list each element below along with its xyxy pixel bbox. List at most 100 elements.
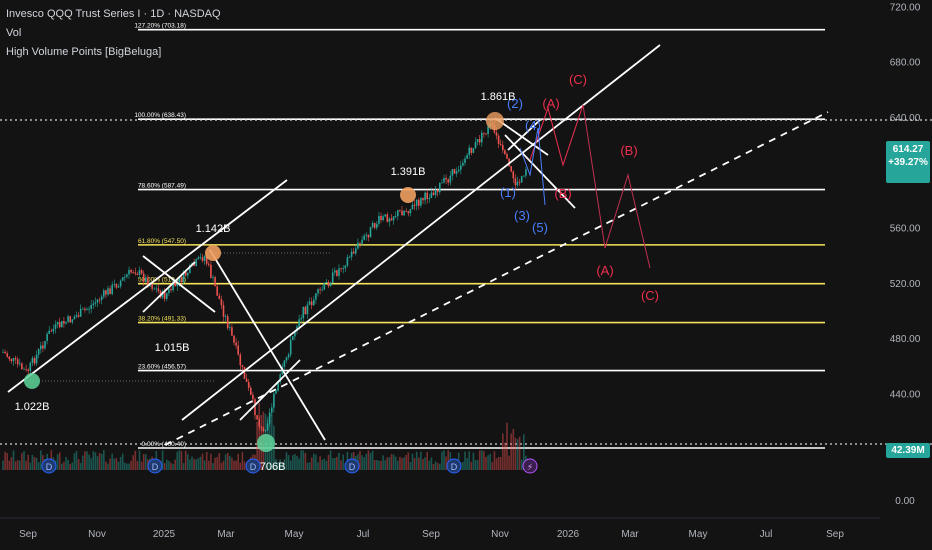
volume-bar (187, 454, 189, 470)
candle-body (113, 284, 116, 285)
candle-body (378, 215, 380, 224)
volume-bar (411, 453, 414, 470)
candle-body (428, 198, 431, 199)
candle-body (61, 321, 63, 328)
wave-label-red: (C) (569, 72, 587, 87)
volume-bar (189, 459, 191, 470)
price-tick-label: 0.00 (895, 496, 915, 507)
volume-bar (119, 456, 122, 470)
candle-body (241, 365, 244, 367)
candle-body (371, 223, 374, 228)
time-tick-label: May (285, 529, 304, 540)
candle-body (340, 268, 342, 270)
dividend-icon-letter: D (451, 462, 458, 472)
volume-bar (16, 460, 19, 470)
volume-bar (510, 433, 512, 470)
candle-body (462, 162, 464, 166)
candle-body (485, 133, 487, 135)
candle-body (111, 284, 113, 295)
candle-body (344, 265, 347, 269)
fib-level-label: 61.80% (547.50) (138, 238, 186, 245)
volume-bar (58, 452, 61, 470)
candle-body (502, 144, 504, 151)
candle-body (418, 199, 420, 206)
candle-body (8, 356, 11, 360)
volume-bar (310, 457, 313, 470)
candle-body (258, 419, 260, 427)
candle-body (84, 308, 86, 311)
candle-body (88, 308, 90, 310)
volume-bar (82, 455, 84, 470)
candle-body (121, 277, 124, 281)
volume-bar (432, 463, 435, 470)
volume-bar (214, 457, 216, 470)
candle-body (512, 171, 515, 179)
volume-bar (518, 436, 521, 470)
candle-body (271, 407, 273, 413)
candle-body (388, 218, 391, 222)
candle-body (184, 271, 187, 276)
volume-bar (365, 453, 368, 470)
candle-body (273, 393, 275, 408)
chart-title: Invesco QQQ Trust Series I · 1D · NASDAQ (6, 8, 221, 20)
candle-body (329, 282, 332, 287)
candle-body (487, 126, 489, 134)
volume-bar (388, 457, 391, 470)
last-price-value: 614.27 (892, 144, 924, 155)
candle-body (52, 328, 55, 332)
volume-bar (273, 425, 275, 470)
volume-bar (403, 457, 405, 470)
volume-bar (371, 450, 374, 470)
candle-body (407, 211, 410, 214)
candle-body (369, 227, 372, 238)
trend-channel-line (181, 44, 661, 421)
candle-body (518, 181, 521, 183)
candle-body (474, 142, 477, 149)
candle-body (504, 150, 506, 155)
hv-point-label: 1.015B (155, 342, 190, 354)
volume-bar (4, 451, 6, 470)
volume-bar (56, 454, 59, 470)
indicator-high-volume-points[interactable]: High Volume Points [BigBeluga] (6, 46, 162, 58)
candle-body (210, 264, 212, 278)
candle-body (69, 316, 71, 323)
candle-body (453, 169, 456, 174)
candle-body (376, 223, 378, 228)
volume-bar (443, 450, 445, 470)
candle-body (355, 248, 357, 254)
volume-bar (180, 451, 183, 470)
volume-bar (100, 453, 103, 470)
candle-body (483, 132, 485, 134)
volume-bar (373, 459, 376, 470)
volume-bar (35, 457, 38, 470)
earnings-icon (522, 458, 538, 474)
volume-bar (424, 457, 426, 470)
candle-body (392, 216, 395, 221)
candle-body (145, 277, 147, 282)
candle-body (199, 257, 202, 259)
candle-body (348, 256, 351, 258)
candle-body (208, 263, 210, 265)
candle-body (460, 165, 462, 170)
wave-label-red: (B) (554, 186, 571, 201)
candle-body (172, 282, 174, 291)
volume-bar (363, 457, 365, 470)
candle-body (468, 147, 470, 155)
volume-bar (336, 456, 338, 470)
candle-body (138, 270, 141, 275)
volume-bar (218, 452, 221, 470)
volume-bar (287, 455, 290, 470)
volume-bar (14, 461, 17, 470)
volume-bar (77, 458, 80, 470)
projected-wave-path (519, 127, 546, 206)
volume-bar (111, 453, 113, 470)
volume-bar (281, 463, 284, 470)
candle-body (193, 263, 195, 266)
candle-body (342, 268, 344, 270)
indicator-vol[interactable]: Vol (6, 27, 22, 39)
hv-point-marker (24, 373, 40, 389)
time-tick-label: Sep (19, 529, 37, 540)
candle-body (71, 319, 74, 323)
candle-body (48, 330, 50, 334)
